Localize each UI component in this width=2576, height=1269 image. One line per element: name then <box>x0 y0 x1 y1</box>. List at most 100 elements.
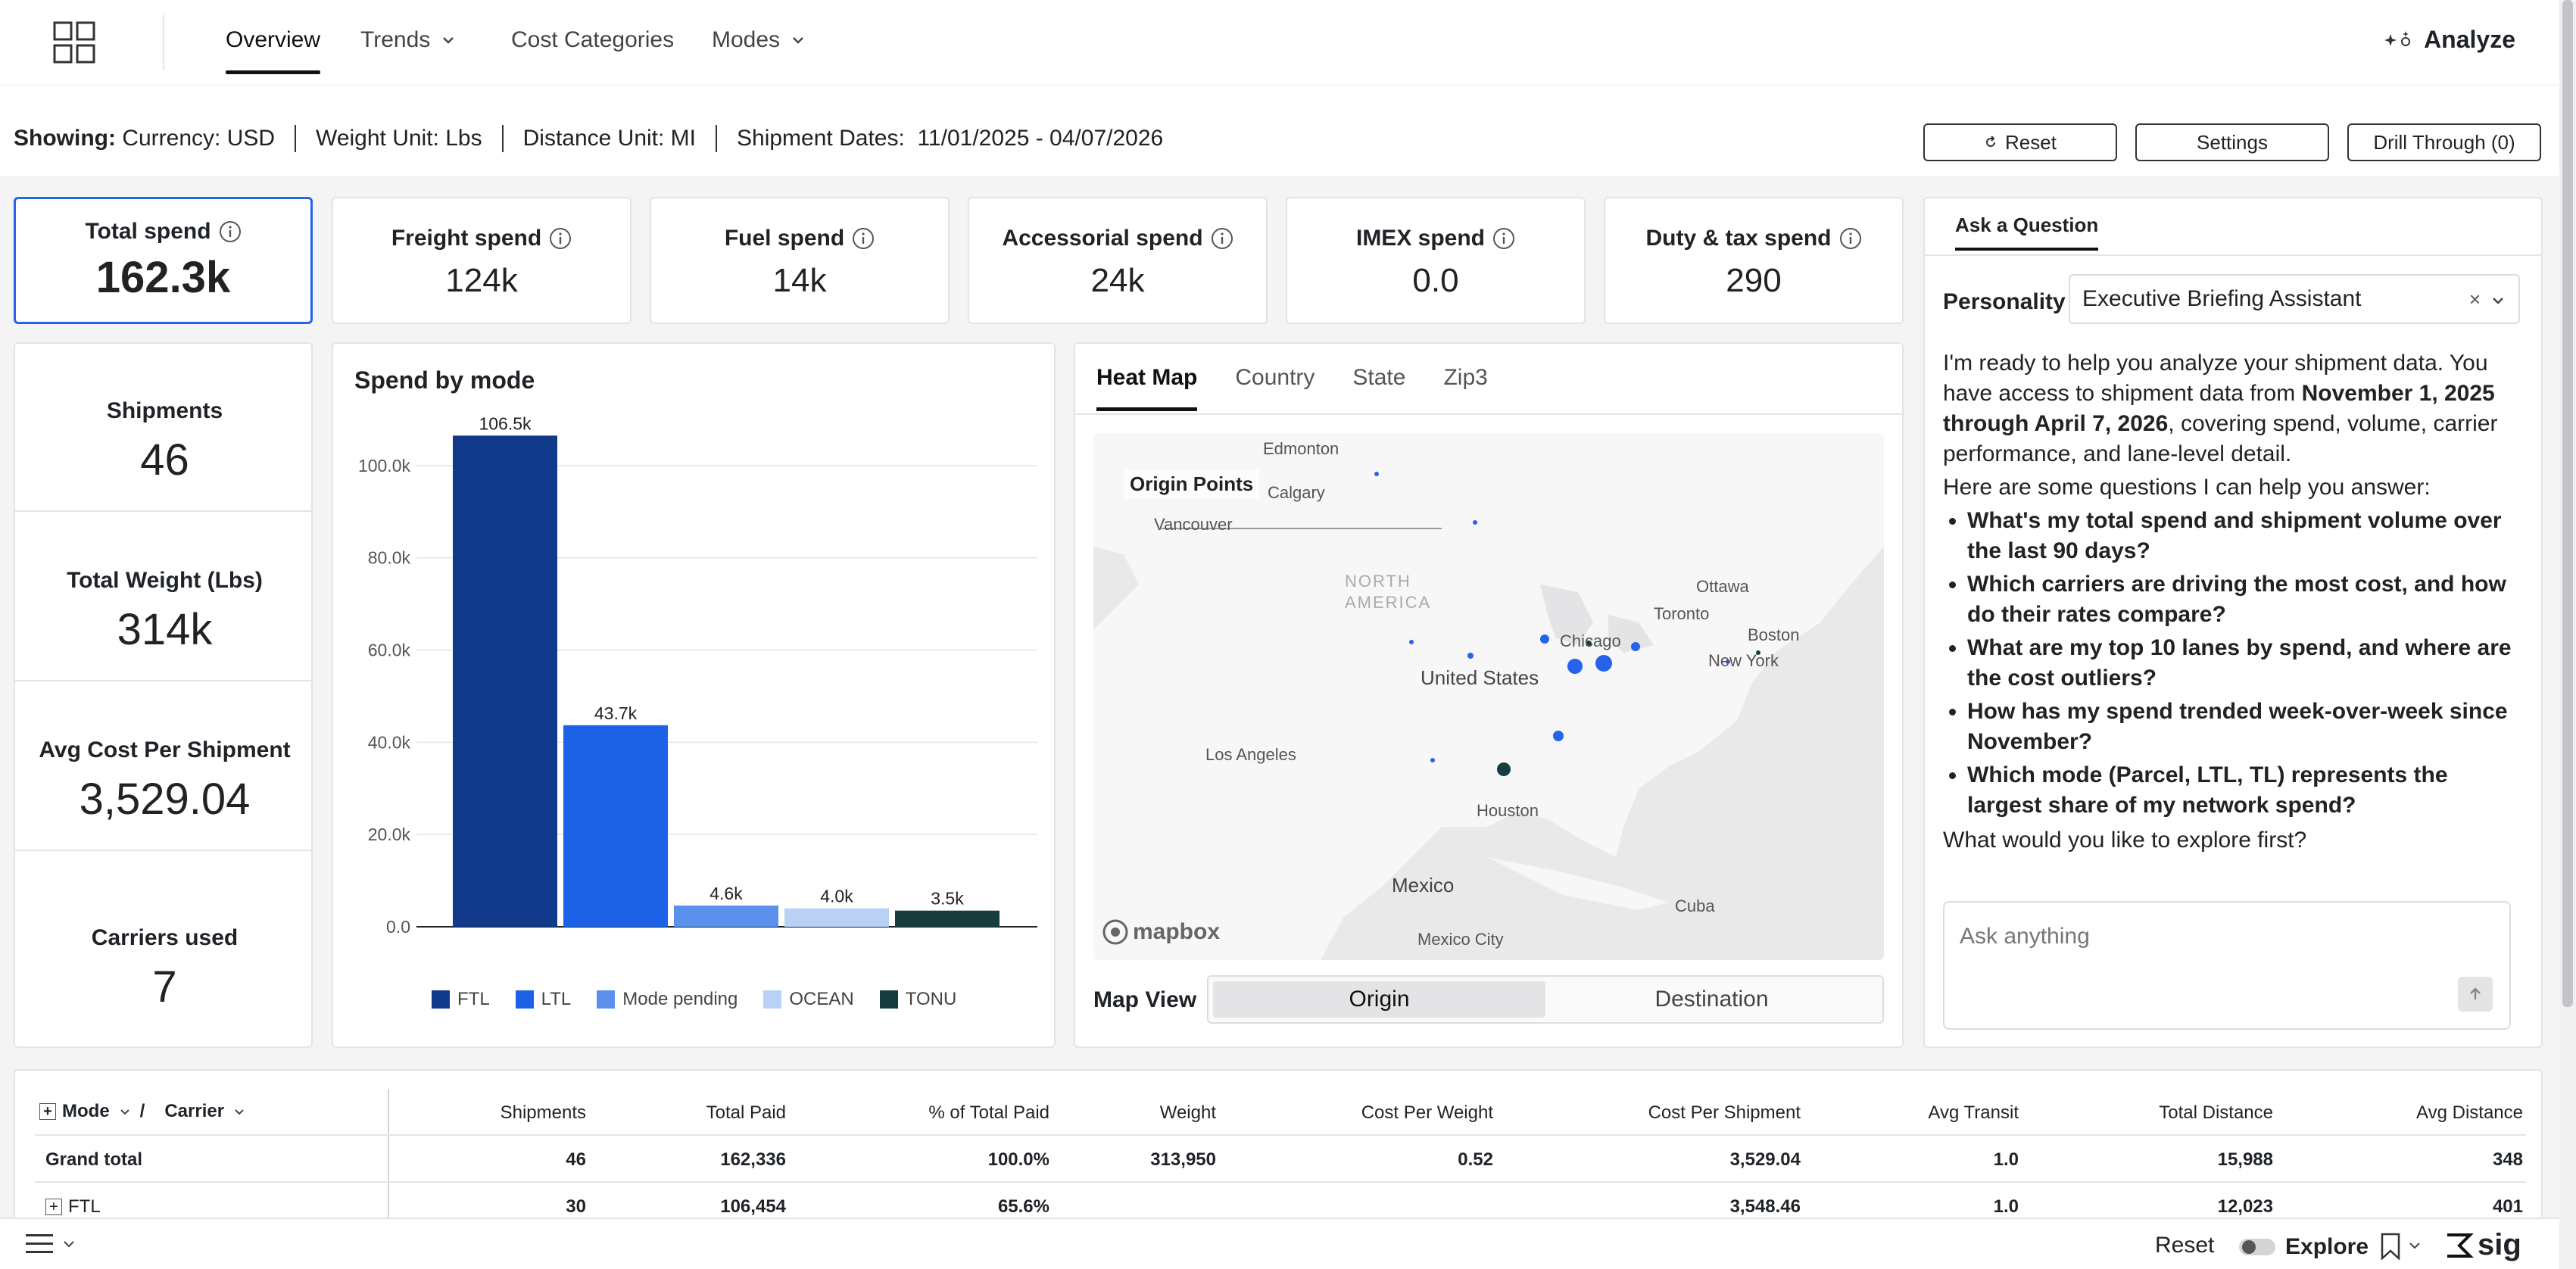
tab-modes[interactable]: Modes <box>712 27 806 53</box>
stat-total-weight[interactable]: Total Weight (Lbs) 314k <box>15 513 311 681</box>
scrollbar[interactable] <box>2559 0 2576 1269</box>
suggested-question[interactable]: What's my total spend and shipment volum… <box>1967 506 2526 566</box>
origin-point[interactable] <box>1553 731 1564 741</box>
clear-icon[interactable]: × <box>2468 287 2481 310</box>
origin-points-label: Origin Points <box>1124 469 1260 499</box>
bar-mode-pending[interactable] <box>674 905 778 927</box>
send-button[interactable] <box>2458 977 2493 1012</box>
header-pct-total-paid[interactable]: % of Total Paid <box>928 1102 1049 1123</box>
legend-swatch <box>432 990 450 1009</box>
origin-point[interactable] <box>1540 634 1549 644</box>
origin-point[interactable] <box>1473 520 1477 525</box>
bottom-reset-button[interactable]: Reset <box>2155 1233 2215 1258</box>
currency-filter[interactable]: Currency: USD <box>122 126 276 151</box>
bar-ocean[interactable] <box>784 908 889 927</box>
info-icon[interactable] <box>1492 227 1515 250</box>
bookmark-icon[interactable] <box>2379 1233 2402 1260</box>
header-cost-per-weight[interactable]: Cost Per Weight <box>1361 1102 1493 1123</box>
destination-option[interactable]: Destination <box>1654 987 1769 1012</box>
stat-avg-cost-per-shipment[interactable]: Avg Cost Per Shipment 3,529.04 <box>15 683 311 851</box>
tab-country[interactable]: Country <box>1235 365 1315 390</box>
table-row[interactable]: Grand total 46 162,336 100.0% 313,950 0.… <box>35 1136 2526 1183</box>
origin-point[interactable] <box>1756 650 1760 655</box>
tab-heat-map[interactable]: Heat Map <box>1096 365 1198 411</box>
stat-shipments[interactable]: Shipments 46 <box>15 344 311 512</box>
bar-ftl[interactable] <box>453 435 557 927</box>
kpi-imex-spend[interactable]: IMEX spend 0.0 <box>1286 197 1586 324</box>
origin-point[interactable] <box>1409 640 1414 644</box>
origin-point[interactable] <box>1631 642 1640 651</box>
tab-state[interactable]: State <box>1352 365 1406 390</box>
header-carrier[interactable]: Carrier <box>164 1101 225 1121</box>
tab-ask-a-question[interactable]: Ask a Question <box>1955 214 2099 251</box>
tab-cost-categories[interactable]: Cost Categories <box>511 27 675 52</box>
info-icon[interactable] <box>852 227 875 250</box>
suggested-question[interactable]: How has my spend trended week-over-week … <box>1967 697 2526 757</box>
expand-all-icon[interactable]: + <box>39 1103 56 1120</box>
explore-toggle[interactable]: Explore <box>2238 1234 2369 1260</box>
map-label-calgary: Calgary <box>1268 483 1325 502</box>
info-icon[interactable] <box>1839 227 1862 250</box>
expand-row-icon[interactable]: + <box>45 1199 62 1215</box>
origin-point[interactable] <box>1726 659 1730 664</box>
stat-carriers-used[interactable]: Carriers used 7 <box>15 853 311 1021</box>
origin-point[interactable] <box>1467 653 1474 659</box>
legend-item-mode-pending[interactable]: Mode pending <box>597 989 738 1010</box>
suggested-question[interactable]: What are my top 10 lanes by spend, and w… <box>1967 633 2526 694</box>
dates-filter[interactable]: 11/01/2025 - 04/07/2026 <box>917 126 1164 151</box>
reset-button[interactable]: Reset <box>1923 123 2117 161</box>
header-avg-transit[interactable]: Avg Transit <box>1928 1102 2019 1123</box>
kpi-accessorial-spend[interactable]: Accessorial spend 24k <box>968 197 1268 324</box>
header-shipments[interactable]: Shipments <box>500 1102 586 1123</box>
chart-legend: FTL LTL Mode pending OCEAN TONU <box>432 989 956 1010</box>
suggested-question[interactable]: Which carriers are driving the most cost… <box>1967 569 2526 630</box>
drill-through-button[interactable]: Drill Through (0) <box>2347 123 2541 161</box>
chevron-down-icon[interactable] <box>2408 1239 2422 1252</box>
separator <box>501 125 504 152</box>
legend-item-tonu[interactable]: TONU <box>879 989 956 1010</box>
legend-item-ltl[interactable]: LTL <box>515 989 571 1010</box>
kpi-total-spend[interactable]: Total spend 162.3k <box>14 197 313 324</box>
suggested-question[interactable]: Which mode (Parcel, LTL, TL) represents … <box>1967 760 2526 821</box>
header-mode[interactable]: Mode <box>62 1101 110 1121</box>
origin-map[interactable]: Origin Points Edmonton Calgary Vancouver… <box>1093 433 1884 960</box>
header-total-distance[interactable]: Total Distance <box>2159 1102 2273 1123</box>
personality-select[interactable]: Executive Briefing Assistant × <box>2069 274 2520 324</box>
kpi-duty-tax-spend[interactable]: Duty & tax spend 290 <box>1604 197 1904 324</box>
ask-input[interactable]: Ask anything <box>1943 901 2511 1030</box>
legend-item-ocean[interactable]: OCEAN <box>763 989 854 1010</box>
origin-point[interactable] <box>1497 762 1511 776</box>
tab-zip3[interactable]: Zip3 <box>1443 365 1488 390</box>
origin-point[interactable] <box>1595 655 1612 672</box>
scrollbar-thumb[interactable] <box>2562 0 2573 1007</box>
bar-tonu[interactable] <box>895 910 1000 927</box>
origin-point[interactable] <box>1586 641 1592 647</box>
info-icon[interactable] <box>1211 227 1233 250</box>
origin-point[interactable] <box>1430 758 1435 762</box>
weight-filter[interactable]: Weight Unit: Lbs <box>316 126 482 151</box>
origin-point[interactable] <box>1374 472 1379 476</box>
ask-input-placeholder: Ask anything <box>1960 924 2090 949</box>
header-weight[interactable]: Weight <box>1159 1102 1216 1123</box>
header-avg-distance[interactable]: Avg Distance <box>2416 1102 2523 1123</box>
info-icon[interactable] <box>549 227 572 250</box>
apps-grid-icon[interactable] <box>53 21 95 64</box>
origin-point[interactable] <box>1567 659 1583 674</box>
origin-option[interactable]: Origin <box>1213 981 1545 1018</box>
header-total-paid[interactable]: Total Paid <box>706 1102 786 1123</box>
kpi-freight-spend[interactable]: Freight spend 124k <box>332 197 632 324</box>
kpi-fuel-spend[interactable]: Fuel spend 14k <box>650 197 950 324</box>
legend-item-ftl[interactable]: FTL <box>432 989 490 1010</box>
chevron-down-icon[interactable] <box>232 1104 247 1119</box>
distance-filter[interactable]: Distance Unit: MI <box>522 126 697 151</box>
header-cost-per-shipment[interactable]: Cost Per Shipment <box>1648 1102 1801 1123</box>
info-icon[interactable] <box>219 220 242 243</box>
map-tabs: Heat Map Country State Zip3 <box>1096 365 1488 411</box>
menu-button[interactable] <box>26 1231 76 1257</box>
tab-overview[interactable]: Overview <box>226 27 321 74</box>
tab-trends[interactable]: Trends <box>360 27 456 53</box>
chevron-down-icon[interactable] <box>117 1104 133 1119</box>
settings-button[interactable]: Settings <box>2135 123 2329 161</box>
bar-ltl[interactable] <box>563 725 668 927</box>
analyze-button[interactable]: Analyze <box>2383 26 2515 54</box>
